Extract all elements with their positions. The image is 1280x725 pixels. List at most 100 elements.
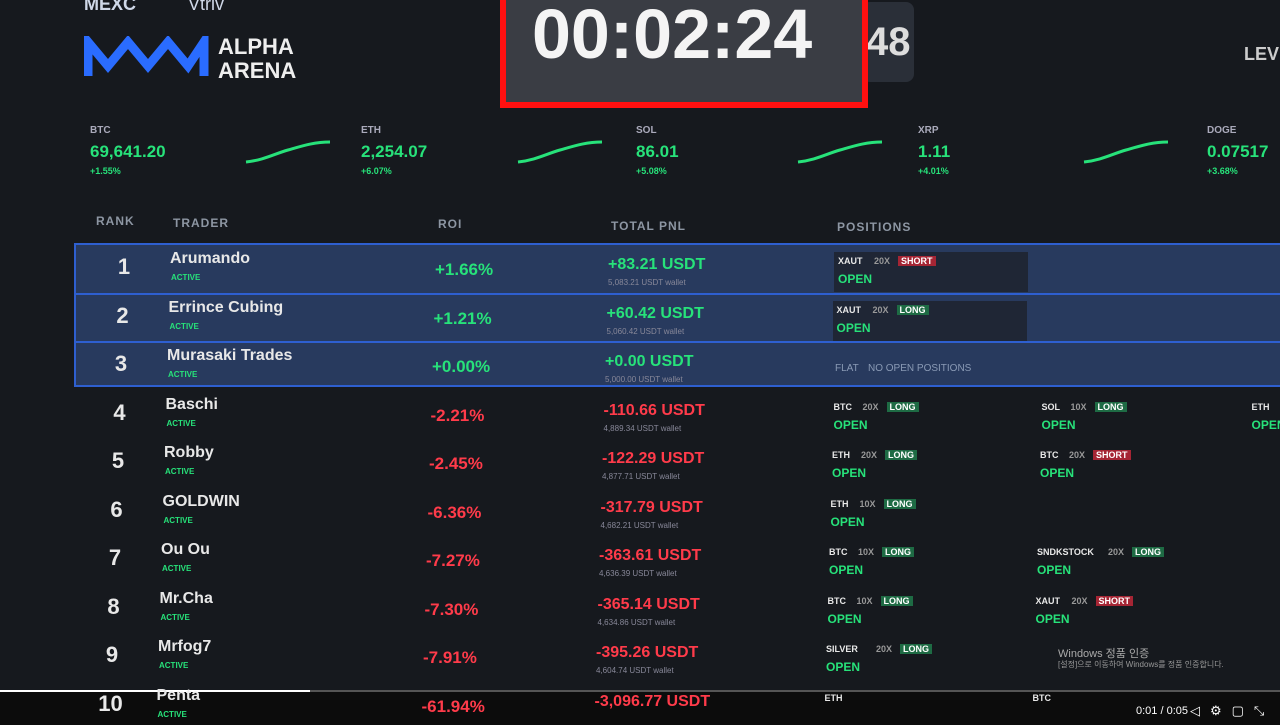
trader-name: Mrfog7 [158, 638, 212, 655]
pnl: +83.21 USDT [608, 256, 706, 273]
position-side: LONG [886, 401, 919, 412]
position-symbol: ETH [824, 692, 843, 703]
position-side: LONG [1094, 401, 1127, 412]
pnl: -363.61 USDT [599, 547, 702, 564]
position-side: LONG [885, 450, 917, 460]
trader-status: ACTIVE [171, 273, 201, 282]
position-state: OPEN [838, 272, 873, 286]
rank: 4 [113, 399, 126, 425]
position-symbol: XAUT [1035, 595, 1061, 606]
ticker-change: +4.01% [918, 166, 949, 176]
position-side: LONG [1132, 547, 1164, 557]
position-symbol: ETH [830, 498, 849, 509]
position-symbol: ETH [1251, 401, 1270, 412]
trader-status: ACTIVE [162, 564, 192, 573]
roi: +1.66% [435, 260, 494, 279]
position-state: OPEN [1040, 466, 1075, 480]
trader-status: ACTIVE [169, 321, 199, 331]
ticker-change: +3.68% [1207, 166, 1238, 176]
trader-name: Robby [164, 444, 214, 461]
column-header: RANK [96, 214, 135, 228]
column-header: TRADER [173, 215, 229, 230]
position-state: OPEN [1251, 417, 1280, 432]
ticker-price: 86.01 [636, 142, 679, 161]
position-state: OPEN [1037, 563, 1072, 577]
progress-fill [0, 690, 310, 692]
rank: 7 [108, 545, 122, 570]
ticker-change: +5.08% [636, 166, 667, 176]
row-divider [76, 341, 1280, 343]
partner: Vtriv [188, 0, 224, 14]
pnl: -110.66 USDT [603, 401, 705, 419]
wallet: 4,682.21 USDT wallet [600, 520, 679, 530]
position-state: OPEN [836, 320, 871, 335]
progress-track [0, 690, 1280, 692]
trader-name: Murasaki Trades [167, 347, 293, 364]
position-leverage: 20X [861, 450, 878, 460]
side-counter: 48 [866, 20, 911, 64]
position-leverage: 20X [1108, 547, 1125, 557]
position-state: OPEN [832, 466, 867, 480]
trader-status: ACTIVE [166, 418, 196, 428]
pnl: -365.14 USDT [597, 595, 700, 613]
trader-status: ACTIVE [160, 612, 190, 622]
logo-mark [84, 36, 209, 76]
trader-name: Errince Cubing [168, 298, 284, 316]
trader-status: ACTIVE [157, 709, 187, 719]
player-controls[interactable]: ◁⚙▢⤡ [1190, 703, 1275, 718]
brand: MEXC [84, 0, 137, 14]
watermark-title: Windows 정품 인증 [1058, 648, 1150, 660]
ticker-symbol: ETH [361, 125, 381, 136]
position-leverage: 10X [859, 498, 876, 509]
pnl: -3,096.77 USDT [594, 692, 711, 710]
position-symbol: BTC [829, 547, 848, 557]
ticker-symbol: BTC [90, 125, 111, 136]
position-state: OPEN [1035, 611, 1070, 626]
player-bar [0, 690, 1280, 725]
position-side: LONG [880, 595, 913, 606]
trader-name: Baschi [165, 395, 218, 413]
timer: 00:02:24 [532, 0, 813, 73]
roi: -2.21% [430, 405, 485, 425]
position-symbol: SILVER [826, 644, 858, 654]
position-symbol: BTC [827, 595, 847, 606]
trader-status: ACTIVE [168, 370, 198, 379]
wallet: 5,083.21 USDT wallet [608, 278, 686, 287]
rank: 9 [105, 642, 119, 667]
wallet: 4,634.86 USDT wallet [597, 617, 676, 627]
ticker-symbol: DOGE [1207, 125, 1237, 136]
flat-label: FLAT [835, 363, 859, 374]
trader-status: ACTIVE [159, 661, 189, 670]
ticker-symbol: SOL [636, 125, 657, 136]
trader-name: Ou Ou [161, 541, 210, 558]
pnl: +60.42 USDT [606, 304, 704, 322]
position-leverage: 20X [1069, 450, 1086, 460]
position-leverage: 10X [858, 547, 875, 557]
wallet: 4,889.34 USDT wallet [603, 423, 682, 433]
logo-title: ALPHA [218, 34, 294, 59]
player-time: 0:01 / 0:05 [1136, 705, 1188, 717]
wallet: 4,604.74 USDT wallet [596, 666, 674, 675]
rank: 5 [111, 448, 125, 473]
row-divider [76, 292, 1280, 295]
trader-name: Arumando [170, 250, 250, 267]
flat-note: NO OPEN POSITIONS [868, 363, 972, 374]
position-card [832, 300, 1027, 341]
sparkline [244, 136, 334, 170]
pnl: -317.79 USDT [600, 498, 703, 516]
sparkline [516, 136, 606, 170]
rank: 6 [110, 496, 123, 522]
position-leverage: 20X [876, 644, 893, 654]
position-state: OPEN [829, 563, 864, 577]
rank: 1 [117, 254, 131, 279]
trader-name: Mr.Cha [159, 589, 213, 607]
position-leverage: 10X [1070, 401, 1087, 412]
position-side: LONG [883, 498, 916, 509]
right-label: LEVE [1244, 44, 1280, 64]
position-side: SHORT [1093, 450, 1131, 460]
wallet: 5,060.42 USDT wallet [606, 326, 685, 336]
pnl: -395.26 USDT [596, 644, 699, 661]
position-symbol: XAUT [838, 256, 863, 266]
roi: +1.21% [433, 308, 492, 328]
roi: -61.94% [421, 696, 485, 716]
